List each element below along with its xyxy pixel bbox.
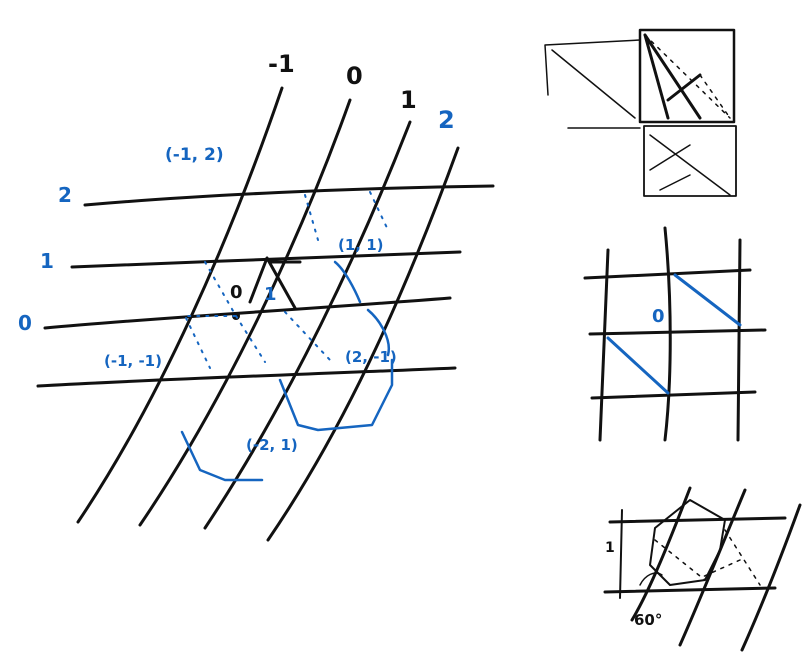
coord-label-minus1-minus1: (-1, -1) (104, 352, 162, 370)
blue-diagonal-upper (673, 273, 742, 327)
bottom-angle-label: 60° (634, 611, 662, 629)
row-line-1 (70, 250, 462, 269)
column-label-2: 2 (438, 106, 455, 134)
blue-arc-upper (333, 260, 362, 304)
blue-hex-lower-right (278, 358, 394, 432)
tiling-outer-lines (544, 39, 641, 129)
row-line-minus1 (36, 366, 457, 388)
square-col-3 (736, 238, 742, 442)
square-grid-sketch: 0 (583, 226, 767, 442)
blue-arc-right (366, 308, 391, 357)
bottom-col-left (619, 509, 623, 599)
blue-hex-lower-left (180, 430, 264, 482)
black-triangle (248, 256, 302, 310)
blue-diagonal-lower (606, 336, 670, 395)
bottom-row-bottom (603, 586, 777, 594)
bottom-angle-arc (639, 572, 663, 586)
coord-label-minus2-1: (-2, 1) (246, 436, 298, 454)
tiling-square-top (638, 28, 736, 124)
column-label-1: 1 (400, 86, 417, 114)
cell-label-1: 1 (264, 284, 277, 305)
coord-label-minus1-2: (-1, 2) (165, 145, 224, 165)
bottom-row-top (608, 516, 787, 524)
bottom-slant-2 (678, 488, 747, 647)
column-line-2 (266, 146, 460, 542)
column-label-minus1: -1 (268, 50, 295, 78)
square-col-1 (598, 248, 610, 442)
row-label-2: 2 (58, 183, 72, 207)
bottom-slant-3 (740, 503, 802, 652)
coord-label-1-1: (1, 1) (338, 236, 384, 254)
row-label-1: 1 (40, 249, 54, 273)
row-line-2 (83, 184, 495, 207)
square-row-3 (590, 390, 757, 400)
bottom-right-sketch: 1 60° (603, 486, 802, 652)
row-label-0: 0 (18, 311, 32, 335)
tiling-bold-triangle (643, 33, 702, 120)
coord-label-2-minus1: (2, -1) (345, 348, 397, 366)
bottom-hexagon (649, 499, 726, 586)
cell-label-0: 0 (230, 282, 243, 303)
top-right-tiling-sketch (544, 28, 737, 197)
bottom-dashed-lines (654, 529, 761, 586)
bottom-row-label: 1 (605, 540, 615, 556)
column-line-1 (203, 120, 412, 530)
square-grid-center-label: 0 (652, 306, 665, 327)
square-row-2 (588, 328, 767, 336)
column-line-minus1 (76, 86, 284, 524)
tiling-square-bottom (643, 125, 737, 197)
blue-dashed-marks-top (304, 191, 389, 241)
column-label-0: 0 (346, 62, 363, 90)
column-line-0 (138, 98, 352, 527)
row-line-0 (43, 296, 452, 330)
square-col-2 (663, 226, 672, 442)
tiling-dashed-lines (644, 34, 731, 119)
blue-dashed-marks-middle (185, 311, 331, 369)
main-grid-sketch: -1 0 1 2 2 1 0 0 1 (-1, 2) (1, 1) (-1, -… (18, 50, 495, 542)
tiling-lower-lines (649, 134, 731, 196)
